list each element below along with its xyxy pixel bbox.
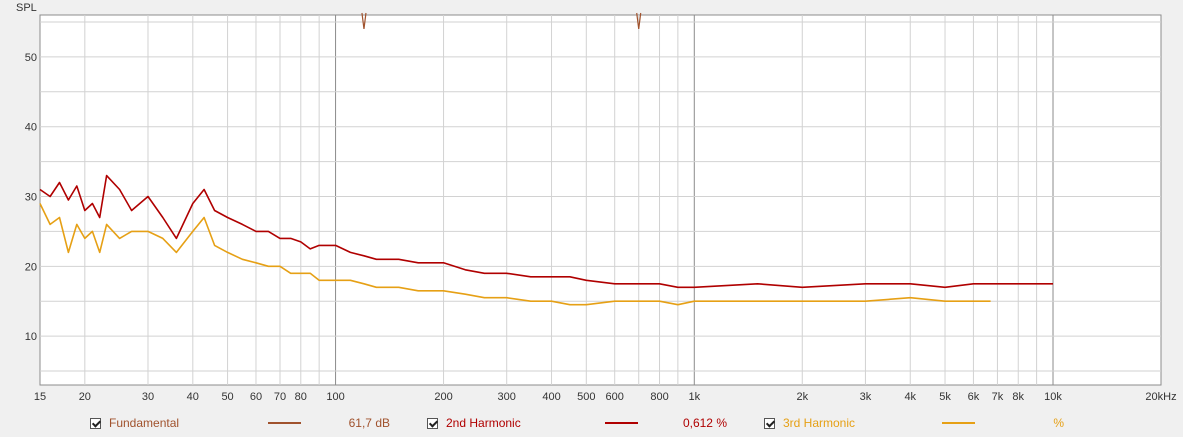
legend-value-3rd-harmonic: % — [1053, 416, 1064, 430]
legend-value-fundamental: 61,7 dB — [348, 416, 390, 430]
x-tick-label: 20 — [79, 391, 91, 403]
legend-line-fundamental — [268, 422, 301, 424]
legend-label-2nd-harmonic: 2nd Harmonic — [446, 416, 521, 430]
series-lines — [39, 12, 1053, 306]
x-tick-label: 50 — [221, 391, 233, 403]
x-tick-label: 10k — [1044, 391, 1062, 403]
chart: 10 20 30 40 50 15 20 30 40 50 60 70 80 100 200 300 400 5… — [16, 2, 1177, 403]
2nd-harmonic-checkbox[interactable] — [427, 417, 438, 429]
legend-value-2nd-harmonic: 0,612 % — [682, 416, 727, 430]
legend-item-3rd-harmonic[interactable]: 3rd Harmonic — [764, 413, 855, 433]
x-tick-label: 2k — [796, 391, 808, 403]
x-tick-label: 1k — [688, 391, 700, 403]
x-tick-label: 70 — [274, 391, 286, 403]
plot-background — [39, 14, 1162, 386]
x-tick-label: 100 — [326, 391, 344, 403]
x-tick-label: 3k — [860, 391, 872, 403]
y-tick-label: 40 — [25, 122, 37, 134]
x-tick-label: 600 — [606, 391, 624, 403]
legend-label-3rd-harmonic: 3rd Harmonic — [783, 416, 856, 430]
series-line-2nd-harmonic — [39, 174, 1053, 289]
y-axis-label: SPL — [16, 2, 37, 14]
fundamental-mark — [361, 12, 367, 30]
series-line-3rd-harmonic — [39, 203, 991, 306]
x-tick-label: 40 — [187, 391, 199, 403]
x-tick-label: 300 — [498, 391, 516, 403]
y-tick-label: 20 — [25, 261, 37, 273]
legend-item-fundamental[interactable]: Fundamental — [90, 413, 179, 433]
legend-line-2nd-harmonic — [605, 422, 638, 424]
y-tick-label: 50 — [25, 52, 37, 64]
y-tick-labels: 10 20 30 40 50 — [25, 52, 37, 343]
y-tick-label: 10 — [25, 331, 37, 343]
x-tick-labels: 15 20 30 40 50 60 70 80 100 200 300 400 500 600 800 1k 2… — [34, 391, 1177, 403]
x-tick-label: 30 — [142, 391, 154, 403]
x-tick-label: 20kHz — [1145, 391, 1176, 403]
x-tick-label: 8k — [1012, 391, 1024, 403]
grid — [40, 15, 1161, 385]
x-tick-label: 800 — [650, 391, 668, 403]
x-tick-label: 5k — [939, 391, 951, 403]
x-tick-label: 15 — [34, 391, 46, 403]
x-tick-label: 80 — [295, 391, 307, 403]
x-tick-label: 500 — [577, 391, 595, 403]
legend-item-2nd-harmonic[interactable]: 2nd Harmonic — [427, 413, 521, 433]
legend-label-fundamental: Fundamental — [109, 416, 180, 430]
x-tick-label: 6k — [968, 391, 980, 403]
legend: Fundamental 61,7 dB 2nd Harmonic 0,612 %… — [0, 413, 1183, 433]
fundamental-mark — [636, 12, 642, 30]
fundamental-checkbox[interactable] — [90, 417, 101, 429]
x-tick-label: 400 — [542, 391, 560, 403]
3rd-harmonic-checkbox[interactable] — [764, 417, 775, 429]
y-tick-label: 30 — [25, 192, 37, 204]
x-tick-label: 7k — [992, 391, 1004, 403]
x-tick-label: 200 — [434, 391, 452, 403]
x-tick-label: 60 — [250, 391, 262, 403]
x-tick-label: 4k — [904, 391, 916, 403]
legend-line-3rd-harmonic — [942, 422, 975, 424]
